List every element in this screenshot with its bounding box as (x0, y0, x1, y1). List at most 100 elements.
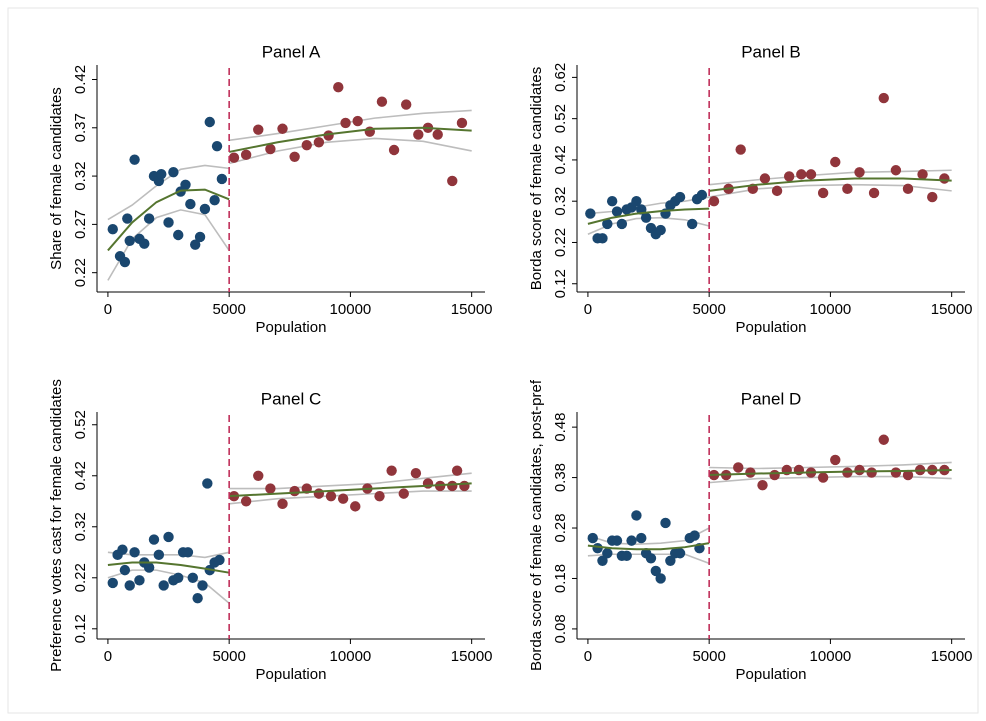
data-point (400, 99, 412, 110)
data-point (202, 478, 213, 489)
data-point (611, 206, 623, 217)
data-point (636, 532, 647, 544)
data-point (197, 580, 208, 591)
x-tick-label: 15000 (931, 301, 973, 318)
data-point (163, 217, 174, 228)
x-tick-label: 5000 (692, 648, 725, 665)
data-point (650, 565, 662, 577)
data-point (340, 117, 351, 129)
x-tick-label: 15000 (451, 648, 493, 665)
x-axis-label: Population (736, 319, 807, 336)
x-axis-label: Population (736, 666, 807, 683)
y-tick-label: 0.32 (552, 187, 569, 216)
data-point (674, 191, 686, 203)
data-point (168, 167, 179, 178)
y-tick-label: 0.52 (552, 104, 569, 133)
x-tick-label: 5000 (212, 648, 245, 665)
data-point (173, 572, 184, 583)
data-point (796, 169, 807, 180)
data-point (902, 469, 914, 481)
fit-line (107, 188, 230, 252)
data-point (228, 152, 240, 163)
y-tick-label: 0.22 (552, 228, 569, 257)
y-tick-label: 0.62 (552, 63, 569, 92)
data-point (611, 535, 623, 546)
data-point (333, 82, 344, 93)
data-point (119, 256, 131, 268)
x-tick-label: 0 (584, 301, 592, 318)
data-point (645, 553, 657, 564)
data-point (124, 235, 135, 247)
data-point (686, 218, 698, 230)
data-point (939, 173, 950, 184)
data-point (842, 183, 853, 195)
y-tick-label: 0.12 (72, 614, 89, 643)
data-point (602, 218, 613, 230)
x-tick-label: 0 (584, 648, 592, 665)
x-axis-label: Population (256, 666, 327, 683)
y-tick-label: 0.27 (72, 210, 89, 239)
data-point (917, 169, 928, 180)
data-point (602, 548, 613, 559)
data-point (585, 208, 596, 219)
data-point (868, 187, 880, 199)
data-point (759, 173, 771, 184)
data-point (352, 115, 363, 127)
x-tick-label: 5000 (212, 301, 245, 318)
data-point (129, 154, 140, 165)
data-point (313, 137, 325, 148)
data-point (626, 535, 637, 546)
figure-frame (7, 7, 979, 714)
data-point (769, 469, 780, 481)
data-point (265, 483, 276, 494)
y-tick-label: 0.38 (552, 463, 569, 492)
y-tick-label: 0.22 (72, 563, 89, 592)
data-point (180, 179, 191, 190)
x-tick-label: 0 (104, 648, 112, 665)
data-point (143, 213, 155, 224)
data-point (107, 577, 118, 589)
y-tick-label: 0.22 (72, 258, 89, 287)
data-point (190, 239, 201, 250)
data-point (277, 123, 288, 134)
confidence-band (107, 164, 230, 221)
data-point (216, 173, 228, 185)
data-point (388, 144, 400, 156)
y-tick-label: 0.37 (72, 113, 89, 142)
data-point (422, 478, 434, 489)
x-tick-label: 10000 (810, 301, 852, 318)
data-point (376, 96, 388, 107)
data-point (640, 212, 652, 223)
y-axis-label: Share of female candidates (48, 87, 65, 270)
data-point (771, 185, 783, 197)
data-point (313, 488, 325, 499)
data-point (817, 472, 829, 483)
fit-line (228, 126, 472, 153)
x-tick-label: 5000 (692, 301, 725, 318)
data-point (204, 116, 215, 128)
data-point (830, 156, 841, 168)
y-tick-label: 0.32 (72, 161, 89, 190)
data-point (117, 544, 128, 555)
data-point (660, 517, 671, 529)
data-point (708, 196, 720, 207)
data-point (143, 562, 155, 573)
data-point (451, 465, 463, 476)
data-point (156, 168, 167, 180)
data-point (432, 129, 443, 140)
data-point (597, 555, 608, 567)
data-point (878, 92, 889, 104)
fit-line (229, 482, 472, 498)
data-point (890, 165, 902, 176)
data-point (830, 454, 841, 466)
data-point (124, 580, 135, 591)
data-point (240, 149, 252, 161)
data-point (289, 485, 300, 497)
fit-line (107, 561, 230, 574)
y-tick-label: 0.52 (72, 410, 89, 439)
data-point (902, 183, 914, 195)
data-point (890, 467, 902, 478)
data-point (745, 467, 756, 478)
confidence-band (107, 209, 230, 281)
